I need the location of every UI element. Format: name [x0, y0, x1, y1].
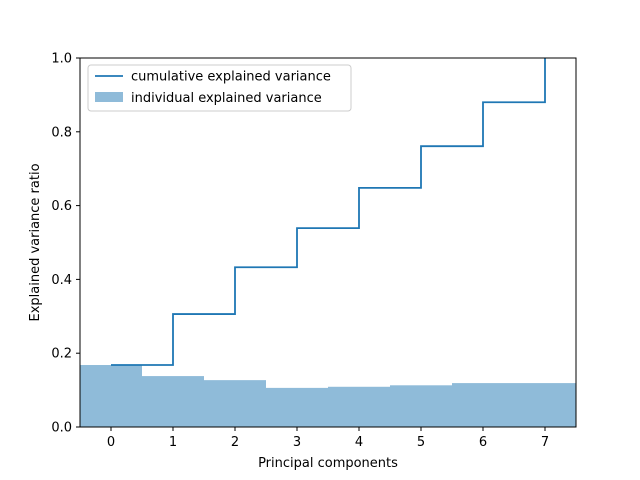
legend-label-individual: individual explained variance [131, 91, 322, 106]
x-tick-label: 2 [231, 435, 239, 450]
y-tick-label: 0.4 [51, 273, 72, 288]
y-tick-label: 1.0 [51, 52, 72, 67]
plot-frame [79, 57, 577, 428]
bar-series [80, 365, 576, 427]
bar-3 [266, 387, 328, 427]
x-tick-label: 3 [293, 435, 301, 450]
x-tick-label: 0 [107, 435, 115, 450]
y-axis-label: Explained variance ratio [28, 163, 43, 321]
legend-box [87, 64, 352, 112]
bar-6 [452, 383, 514, 427]
cumulative-step-line [111, 58, 546, 366]
x-axis-ticks: 0 1 2 3 4 5 6 7 [107, 427, 549, 450]
step-series [111, 58, 546, 366]
bar-5 [390, 385, 452, 427]
legend-label-cumulative: cumulative explained variance [131, 70, 331, 85]
bar-4 [328, 386, 390, 427]
y-tick-label: 0.6 [51, 199, 72, 214]
x-tick-label: 7 [541, 435, 549, 450]
x-tick-label: 1 [169, 435, 177, 450]
y-tick-label: 0.8 [51, 125, 72, 140]
x-tick-label: 5 [417, 435, 425, 450]
bar-2 [204, 380, 266, 427]
y-tick-label: 0.2 [51, 347, 72, 362]
legend: cumulative explained variance individual… [87, 64, 352, 112]
y-axis-ticks: 0.0 0.2 0.4 0.6 0.8 1.0 [51, 52, 80, 436]
x-axis-label: Principal components [258, 456, 398, 471]
x-tick-label: 6 [479, 435, 487, 450]
y-tick-label: 0.0 [51, 421, 72, 436]
bar-7 [514, 383, 576, 427]
x-tick-label: 4 [355, 435, 363, 450]
bar-1 [142, 376, 204, 427]
bar-0 [80, 365, 142, 427]
legend-swatch-individual [95, 92, 123, 102]
